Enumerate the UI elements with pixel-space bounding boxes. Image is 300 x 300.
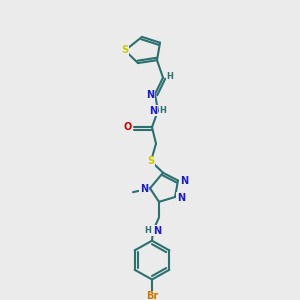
Text: H: H (167, 72, 173, 81)
Text: H: H (160, 106, 167, 115)
Text: N: N (153, 226, 161, 236)
Text: N: N (146, 90, 154, 100)
Text: N: N (180, 176, 188, 187)
Text: Br: Br (146, 291, 158, 300)
Text: H: H (145, 226, 152, 236)
Text: N: N (140, 184, 148, 194)
Text: N: N (149, 106, 157, 116)
Text: O: O (124, 122, 132, 132)
Text: S: S (122, 46, 129, 56)
Text: N: N (177, 193, 185, 203)
Text: S: S (147, 156, 155, 166)
